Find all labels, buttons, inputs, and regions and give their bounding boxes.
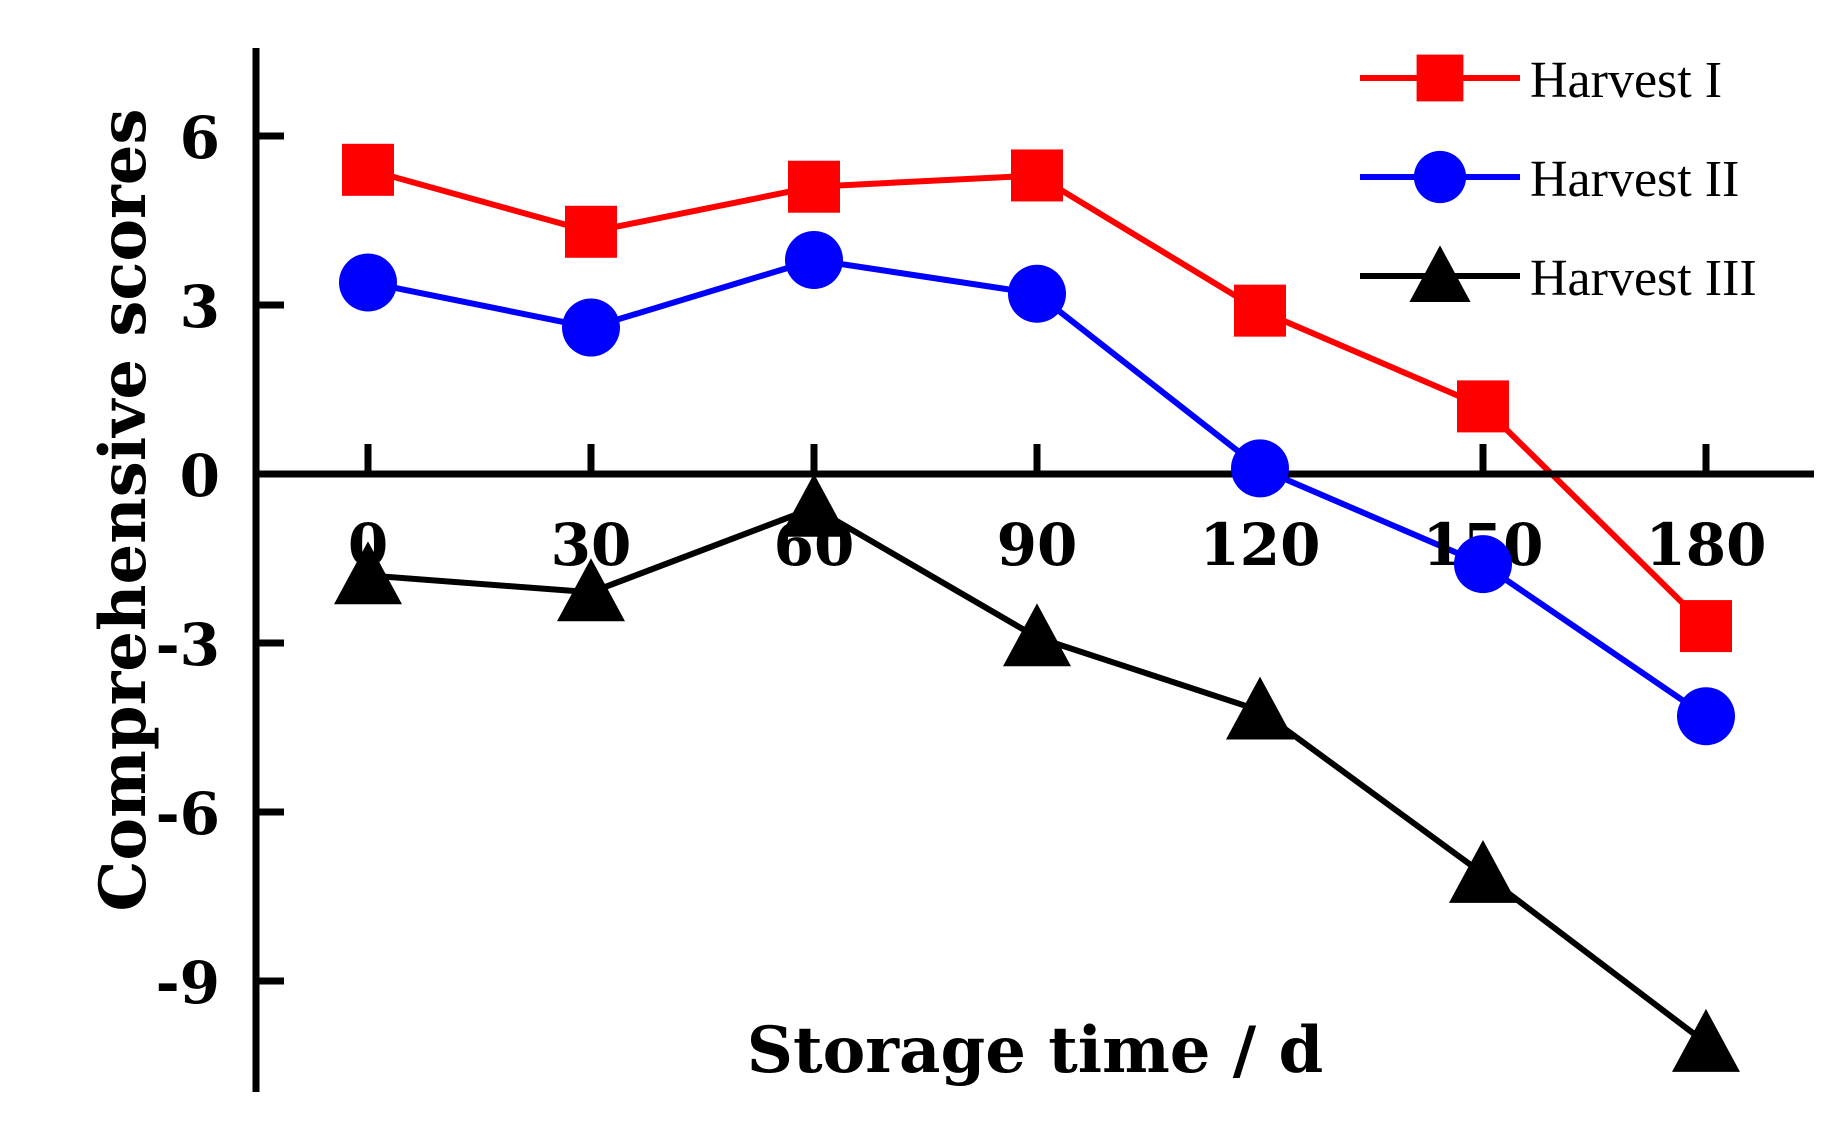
legend-label: Harvest II [1530, 151, 1739, 208]
data-point-circle [1453, 535, 1512, 594]
legend: Harvest I Harvest II Harvest III [1360, 52, 1757, 307]
data-point-square [1456, 380, 1509, 433]
data-point-triangle [1448, 839, 1517, 903]
data-point-circle [1230, 439, 1289, 498]
y-tick-label: 0 [180, 442, 220, 510]
series-markers [334, 143, 1740, 1072]
data-point-circle [1007, 264, 1066, 323]
data-point-circle [1676, 687, 1735, 746]
ticks: 630-3-6-90306090120150180 [156, 104, 1767, 1017]
data-point-triangle [556, 558, 625, 622]
y-tick-label: -9 [156, 949, 220, 1017]
data-point-triangle [1671, 1008, 1740, 1072]
legend-label: Harvest I [1530, 52, 1722, 109]
y-tick-label: -6 [156, 780, 220, 848]
y-tick-label: -3 [156, 611, 220, 679]
data-point-triangle [1002, 603, 1071, 667]
data-point-square [342, 143, 394, 196]
x-tick-label: 90 [997, 511, 1078, 579]
legend-label: Harvest III [1530, 250, 1757, 307]
data-point-circle [561, 298, 620, 357]
data-point-triangle [334, 541, 402, 605]
y-tick-label: 3 [180, 273, 220, 341]
series-line-3 [367, 504, 1708, 1046]
data-point-triangle [779, 473, 848, 537]
legend-marker [1409, 245, 1471, 303]
data-point-square [564, 205, 617, 258]
data-point-square [787, 160, 840, 213]
y-axis-label: Comprehensive scores [86, 109, 161, 912]
data-point-circle [339, 253, 397, 312]
x-tick-label: 180 [1645, 511, 1766, 579]
data-point-square [1679, 600, 1732, 653]
data-point-triangle [1225, 676, 1294, 740]
data-point-circle [784, 230, 843, 289]
data-point-square [1233, 284, 1286, 337]
legend-marker [1416, 54, 1464, 102]
y-tick-label: 6 [180, 104, 220, 172]
data-point-square [1010, 149, 1063, 202]
x-axis-label: Storage time / d [747, 1013, 1323, 1088]
x-tick-label: 120 [1199, 511, 1320, 579]
legend-marker [1413, 150, 1467, 204]
